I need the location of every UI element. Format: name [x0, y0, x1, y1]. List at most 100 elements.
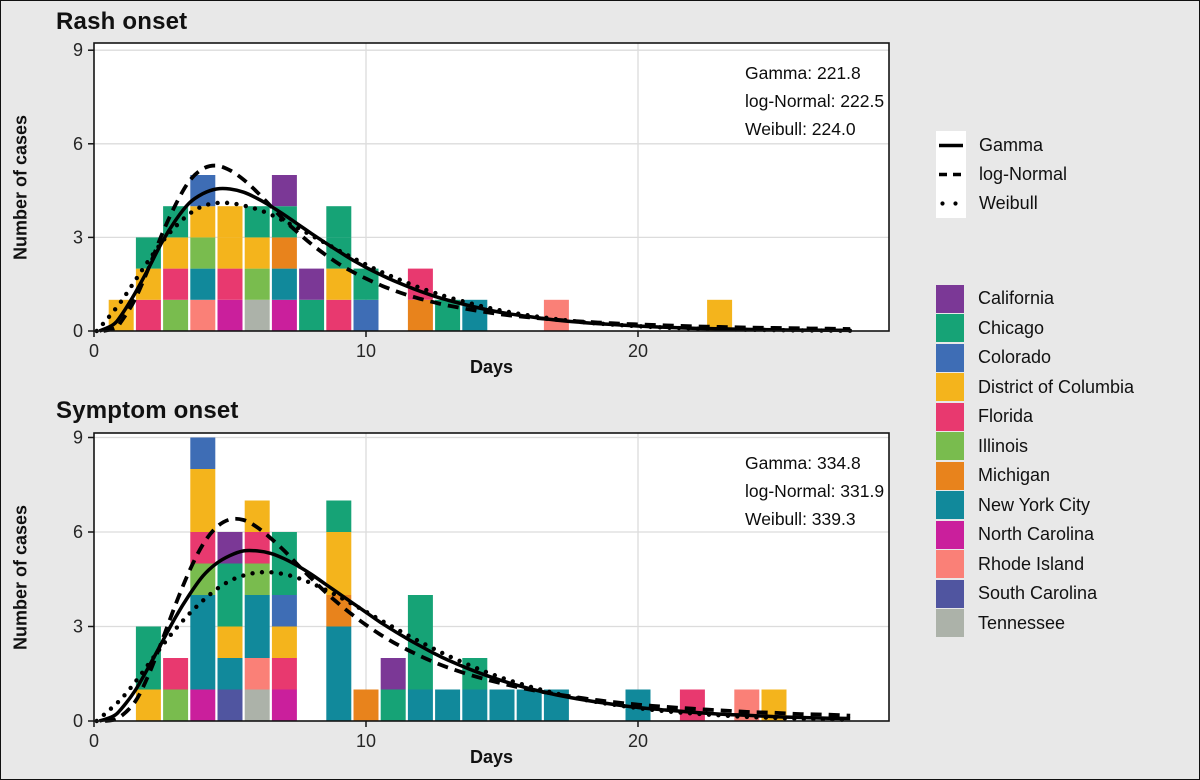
state-legend-item: District of Columbia	[936, 373, 1134, 403]
state-legend-label: South Carolina	[978, 583, 1098, 604]
bar-segment	[190, 206, 216, 238]
bar-segment	[244, 206, 270, 238]
bar-segment	[407, 689, 433, 721]
state-legend-item: South Carolina	[936, 579, 1134, 609]
bar-segment	[326, 299, 352, 331]
curve-legend-label: Gamma	[979, 135, 1044, 155]
panel-title-rash-onset: Rash onset	[56, 8, 188, 35]
state-legend-label: Rhode Island	[978, 553, 1085, 574]
state-legend-item: Rhode Island	[936, 550, 1134, 580]
bar-segment	[244, 689, 270, 721]
curve-legend: Gamma log-Normal Weibull	[936, 131, 1067, 218]
bar-segment	[271, 626, 297, 658]
state-legend-item: California	[936, 284, 1134, 314]
bar-segment	[163, 658, 189, 690]
x-tick-label: 10	[356, 731, 376, 751]
bar-segment	[326, 658, 352, 690]
y-tick-label: 0	[73, 711, 83, 731]
bar-segment	[271, 595, 297, 627]
bar-segment	[407, 595, 433, 627]
bar-segment	[244, 658, 270, 690]
x-axis-label: Days	[469, 747, 514, 767]
curve-legend-item: Weibull	[936, 189, 1067, 218]
state-legend-label: Chicago	[978, 317, 1045, 338]
lognormal-curve	[103, 163, 851, 333]
state-legend-label: Illinois	[978, 435, 1029, 456]
bar-segment	[271, 268, 297, 300]
legend-swatch	[936, 343, 964, 372]
y-tick-label: 9	[73, 40, 83, 60]
bar-segment	[190, 437, 216, 469]
state-legend-label: Michigan	[978, 465, 1051, 486]
bar-segment	[163, 689, 189, 721]
state-legend-item: New York City	[936, 491, 1134, 521]
state-legend-item: North Carolina	[936, 520, 1134, 550]
dashed-line-key-icon	[936, 160, 966, 189]
bar-segment	[271, 237, 297, 269]
state-legend: California Chicago Colorado District of Col…	[936, 284, 1134, 638]
state-legend-label: California	[978, 288, 1055, 309]
bar-segment	[190, 299, 216, 331]
bar-segment	[326, 626, 352, 658]
dotted-line-key-icon	[936, 189, 966, 218]
bar-segment	[299, 268, 325, 300]
curve-legend-label: Weibull	[979, 193, 1038, 213]
legend-swatch	[936, 520, 964, 549]
state-legend-label: New York City	[978, 494, 1091, 515]
gamma-stat: Gamma: 221.8	[745, 63, 861, 83]
weibull-curve	[94, 200, 853, 334]
bar-segment	[299, 299, 325, 331]
bar-segment	[271, 563, 297, 595]
bar-segment	[217, 658, 243, 690]
bar-segment	[326, 689, 352, 721]
bar-segment	[407, 658, 433, 690]
y-tick-label: 6	[73, 522, 83, 542]
bar-segment	[190, 237, 216, 269]
x-tick-label: 0	[89, 731, 99, 751]
state-legend-label: Tennessee	[978, 612, 1066, 633]
symptom-onset-plot: 0 10 20 0 3 6 9	[73, 428, 890, 751]
bar-segment	[217, 268, 243, 300]
bar-segment	[516, 689, 542, 721]
bar-segment	[190, 658, 216, 690]
legend-swatch	[936, 609, 964, 638]
bar-segment	[380, 658, 406, 690]
x-tick-label: 20	[628, 341, 648, 361]
state-legend-item: Florida	[936, 402, 1134, 432]
y-tick-label: 6	[73, 134, 83, 154]
bar-segment	[244, 532, 270, 564]
bar-segment	[244, 563, 270, 595]
gamma-stat: Gamma: 334.8	[745, 453, 861, 473]
bar-segment	[135, 299, 161, 331]
bar-segment	[380, 689, 406, 721]
state-legend-label: District of Columbia	[978, 376, 1135, 397]
bar-segment	[489, 689, 515, 721]
legend-swatch	[936, 373, 964, 402]
bar-segment	[244, 268, 270, 300]
bar-segment	[163, 237, 189, 269]
x-tick-label: 20	[628, 731, 648, 751]
state-legend-label: Florida	[978, 406, 1034, 427]
bar-segment	[217, 563, 243, 595]
state-legend-item: Illinois	[936, 432, 1134, 462]
curve-legend-item: log-Normal	[936, 160, 1067, 189]
bar-segment	[190, 268, 216, 300]
bar-segment	[462, 689, 488, 721]
bar-segment	[271, 299, 297, 331]
x-axis-label: Days	[469, 357, 514, 377]
legend-swatch	[936, 402, 964, 431]
bar-segment	[217, 206, 243, 238]
legend-swatch	[936, 461, 964, 490]
y-tick-label: 3	[73, 227, 83, 247]
bar-segment	[244, 299, 270, 331]
bar-segment	[163, 299, 189, 331]
state-legend-item: Michigan	[936, 461, 1134, 491]
bar-segment	[217, 299, 243, 331]
bar-segment	[217, 237, 243, 269]
solid-line-key-icon	[936, 131, 966, 160]
x-tick-label: 10	[356, 341, 376, 361]
bar-segment	[326, 206, 352, 238]
bar-segment	[353, 689, 379, 721]
weibull-stat: Weibull: 224.0	[745, 119, 856, 139]
